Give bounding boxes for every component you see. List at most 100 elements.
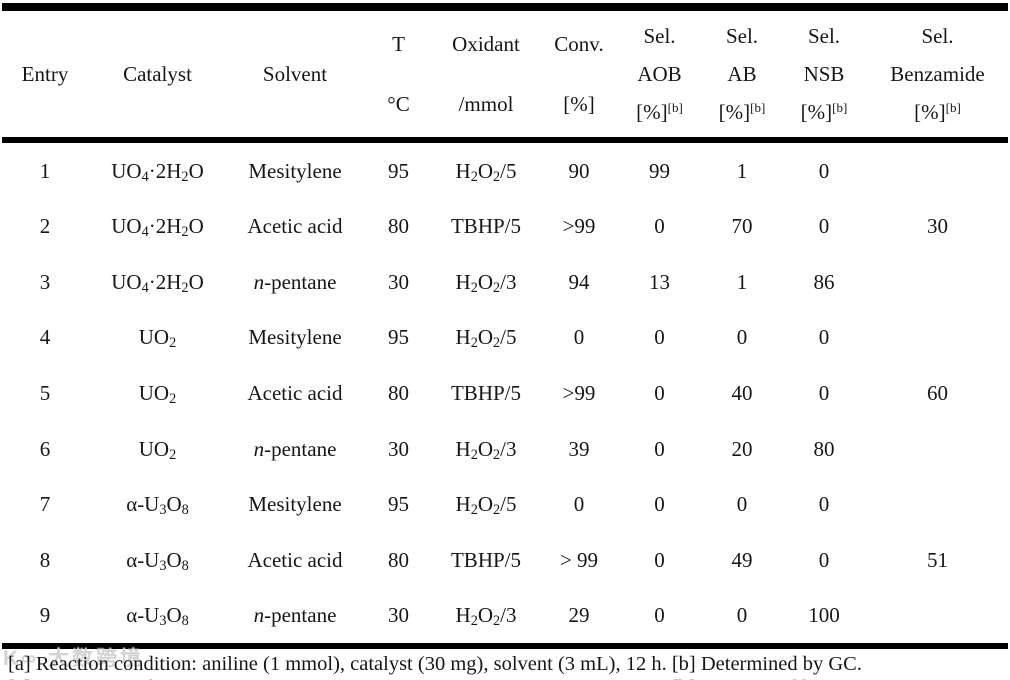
header-sel-nsb-line1: Sel. bbox=[807, 24, 841, 48]
cell-oxidant: H2O2/5 bbox=[455, 492, 517, 519]
cell-sel-ab: 0 bbox=[736, 325, 748, 350]
cell-entry: 5 bbox=[39, 381, 51, 406]
cell-conversion: 29 bbox=[568, 603, 590, 628]
header-sel-aob-line3: [%][b] bbox=[636, 100, 683, 124]
cell-catalyst: UO2 bbox=[138, 381, 177, 408]
cell-temperature: 30 bbox=[388, 436, 409, 461]
cell-conversion: 94 bbox=[568, 269, 590, 294]
cell-sel-benzamide: 30 bbox=[927, 214, 948, 239]
cell-oxidant: H2O2/5 bbox=[455, 325, 517, 352]
cell-sel-aob: 0 bbox=[654, 325, 665, 350]
cell-solvent: Acetic acid bbox=[247, 381, 343, 406]
table-row: 3 UO4·2H2O n-pentane 30 H2O2/3 94 13 1 8… bbox=[0, 254, 1010, 310]
cell-sel-nsb: 0 bbox=[818, 381, 830, 406]
cell-oxidant: H2O2/3 bbox=[455, 269, 517, 297]
cell-sel-nsb: 0 bbox=[818, 492, 830, 517]
cell-oxidant: H2O2/5 bbox=[455, 158, 517, 185]
cell-solvent: Mesitylene bbox=[248, 158, 342, 183]
cell-oxidant: H2O2/3 bbox=[455, 603, 517, 630]
cell-solvent: Acetic acid bbox=[247, 214, 343, 239]
cell-temperature: 30 bbox=[388, 603, 409, 628]
cell-entry: 3 bbox=[39, 269, 51, 294]
header-sel-benzamide-line3: [%][b] bbox=[914, 100, 961, 124]
header-sel-ab-line2: AB bbox=[727, 62, 757, 86]
cell-sel-nsb: 0 bbox=[818, 547, 830, 572]
cell-catalyst: UO4·2H2O bbox=[111, 214, 204, 241]
cell-temperature: 95 bbox=[388, 158, 409, 183]
cell-sel-ab: 0 bbox=[736, 492, 748, 517]
header-oxidant-label: Oxidant bbox=[452, 32, 520, 56]
table-footnote-clipped-second-line: [a] Reaction condition: aniline (1 mmol)… bbox=[8, 676, 862, 680]
table-row: 7 α-U3O8 Mesitylene 95 H2O2/5 0 0 0 0 bbox=[0, 476, 1010, 532]
table-row: 4 UO2 Mesitylene 95 H2O2/5 0 0 0 0 bbox=[0, 310, 1010, 366]
cell-solvent: n-pentane bbox=[253, 603, 337, 628]
cell-conversion: >99 bbox=[562, 214, 596, 239]
cell-catalyst: UO2 bbox=[138, 325, 177, 352]
cell-catalyst: α-U3O8 bbox=[126, 547, 189, 574]
cell-sel-aob: 0 bbox=[654, 436, 665, 461]
cell-entry: 6 bbox=[39, 436, 51, 461]
cell-conversion: > 99 bbox=[559, 547, 599, 572]
cell-sel-aob: 99 bbox=[649, 158, 670, 183]
header-oxidant-unit: /mmol bbox=[458, 92, 514, 116]
cell-temperature: 30 bbox=[388, 269, 409, 294]
cell-catalyst: UO4·2H2O bbox=[111, 269, 204, 297]
cell-sel-nsb: 86 bbox=[813, 269, 835, 294]
cell-entry: 4 bbox=[39, 325, 51, 350]
cell-catalyst: UO2 bbox=[138, 436, 177, 463]
header-sel-aob-line1: Sel. bbox=[643, 24, 676, 48]
cell-temperature: 80 bbox=[388, 547, 409, 572]
cell-temperature: 95 bbox=[388, 325, 409, 350]
header-sel-benzamide-line1: Sel. bbox=[921, 24, 954, 48]
cell-sel-ab: 40 bbox=[731, 381, 753, 406]
cell-sel-ab: 0 bbox=[736, 603, 748, 628]
cell-sel-nsb: 0 bbox=[818, 214, 830, 239]
table-footnote: [a] Reaction condition: aniline (1 mmol)… bbox=[8, 653, 862, 675]
header-temperature: T °C bbox=[365, 11, 432, 137]
cell-conversion: 0 bbox=[573, 325, 585, 350]
cell-sel-ab: 20 bbox=[731, 436, 753, 461]
cell-sel-nsb: 100 bbox=[808, 603, 840, 628]
cell-sel-aob: 0 bbox=[654, 492, 665, 517]
cell-sel-aob: 0 bbox=[654, 603, 665, 628]
cell-conversion: >99 bbox=[562, 381, 596, 406]
header-catalyst-label: Catalyst bbox=[123, 62, 192, 86]
table-top-rule bbox=[2, 3, 1008, 11]
table-row: 9 α-U3O8 n-pentane 30 H2O2/3 29 0 0 100 bbox=[0, 588, 1010, 644]
table-body: 1 UO4·2H2O Mesitylene 95 H2O2/5 90 99 1 … bbox=[0, 143, 1010, 643]
cell-solvent: Acetic acid bbox=[247, 547, 343, 572]
table-row: 8 α-U3O8 Acetic acid 80 TBHP/5 > 99 0 49… bbox=[0, 532, 1010, 588]
cell-temperature: 95 bbox=[388, 492, 409, 517]
header-sel-aob: Sel. AOB [%][b] bbox=[618, 11, 701, 137]
table-row: 2 UO4·2H2O Acetic acid 80 TBHP/5 >99 0 7… bbox=[0, 199, 1010, 255]
header-conversion: Conv. [%] bbox=[540, 11, 618, 137]
table-row: 6 UO2 n-pentane 30 H2O2/3 39 0 20 80 bbox=[0, 421, 1010, 477]
header-sel-benzamide: Sel. Benzamide [%][b] bbox=[865, 11, 1010, 137]
cell-sel-benzamide: 51 bbox=[927, 547, 948, 572]
cell-entry: 1 bbox=[39, 158, 51, 183]
cell-oxidant: TBHP/5 bbox=[450, 214, 521, 239]
table-header-rule bbox=[2, 137, 1008, 143]
cell-temperature: 80 bbox=[388, 214, 409, 239]
cell-sel-ab: 70 bbox=[731, 214, 753, 239]
cell-sel-benzamide: 60 bbox=[927, 381, 948, 406]
header-conversion-unit: [%] bbox=[563, 92, 595, 116]
header-catalyst: Catalyst bbox=[90, 11, 225, 137]
header-sel-benzamide-line2: Benzamide bbox=[890, 62, 985, 86]
table-row: 1 UO4·2H2O Mesitylene 95 H2O2/5 90 99 1 … bbox=[0, 143, 1010, 199]
cell-solvent: Mesitylene bbox=[248, 492, 342, 517]
cell-entry: 9 bbox=[39, 603, 51, 628]
cell-sel-nsb: 80 bbox=[813, 436, 835, 461]
cell-conversion: 39 bbox=[568, 436, 590, 461]
cell-solvent: Mesitylene bbox=[248, 325, 342, 350]
cell-oxidant: TBHP/5 bbox=[450, 547, 521, 572]
cell-conversion: 90 bbox=[568, 158, 590, 183]
header-sel-ab: Sel. AB [%][b] bbox=[701, 11, 783, 137]
cell-solvent: n-pentane bbox=[253, 269, 337, 294]
header-sel-ab-line1: Sel. bbox=[725, 24, 759, 48]
header-conversion-label: Conv. bbox=[554, 32, 604, 56]
cell-sel-ab: 1 bbox=[736, 269, 748, 294]
header-sel-nsb-line3: [%][b] bbox=[800, 100, 848, 124]
cell-sel-ab: 49 bbox=[731, 547, 753, 572]
